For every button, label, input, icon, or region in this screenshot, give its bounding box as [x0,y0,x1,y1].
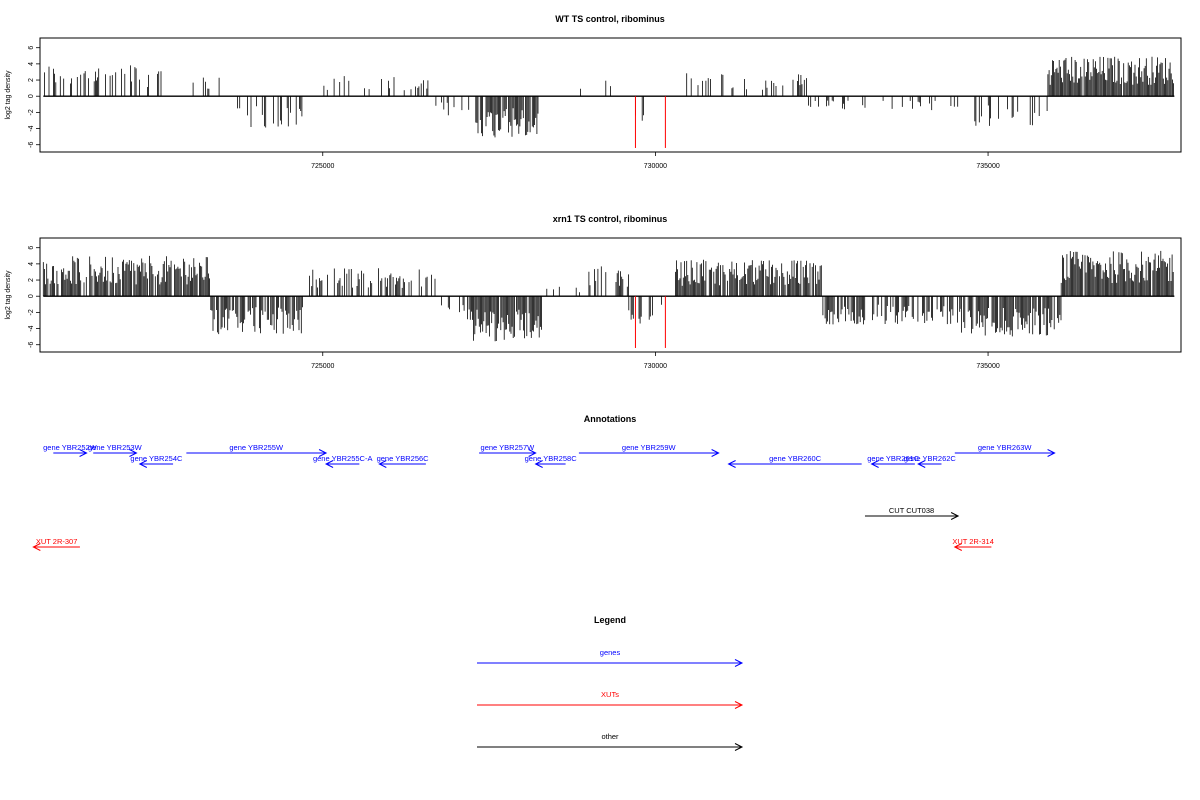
y-tick-label: 4 [28,62,35,66]
annotation-arrow-head [534,460,543,468]
xrn1-y-axis-label: log2 tag density [5,270,12,320]
y-tick-label: -4 [28,125,35,131]
annotation-arrow-head [950,512,960,520]
y-tick-label: 0 [28,294,35,298]
wt-track-frame [39,37,1182,153]
x-tick-label: 730000 [644,363,667,370]
y-tick-label: 6 [28,246,35,250]
xrn1-bars [42,250,1174,342]
annotation-label: gene YBR253W [88,443,143,452]
annotation-label: gene YBR263W [978,443,1033,452]
legend-label: other [601,732,619,741]
annotations-title: Annotations [584,414,637,424]
y-tick-label: -2 [28,309,35,315]
x-tick-label: 725000 [311,163,334,170]
y-tick-label: 0 [28,94,35,98]
legend-item: XUTs [477,690,744,709]
annotation-arrow-head [32,543,41,551]
y-tick-label: -6 [28,342,35,348]
annotation-label: CUT CUT038 [889,506,934,515]
annotation-label: gene YBR259W [622,443,677,452]
annotation-arrow-head [138,460,148,468]
annotation-feature: gene YBR258C [525,454,578,468]
legend-panel: Legend genes XUTs other [477,615,744,751]
annotation-feature: gene YBR253W [88,443,143,457]
annotation-arrow-head [953,543,963,551]
x-tick-label: 735000 [976,163,999,170]
y-tick-label: -6 [28,142,35,148]
annotation-label: gene YBR261C [867,454,920,463]
wt-track-title: WT TS control, ribominus [555,14,665,24]
annotation-feature: gene YBR255W [186,443,328,457]
annotation-label: gene YBR255C-A [313,454,372,463]
wt-y-axis-label: log2 tag density [5,70,12,120]
annotation-feature: gene YBR261C [867,454,920,468]
annotation-arrow-head [711,449,720,457]
annotation-feature: gene YBR260C [727,454,862,468]
annotation-arrow-head [324,460,334,468]
y-tick-label: -2 [28,109,35,115]
y-tick-label: 2 [28,78,35,82]
annotation-arrow-head [1047,449,1056,457]
wt-axes: -6 -4 -2 0 2 4 6 725000 730000 735000 [28,46,1175,170]
annotation-feature: gene YBR262C [904,454,957,468]
annotation-arrow-head [917,460,926,468]
wt-bars [44,56,1174,138]
annotation-label: gene YBR262C [904,454,957,463]
annotation-feature: gene YBR259W [578,443,720,457]
annotation-feature: gene YBR263W [954,443,1056,457]
y-tick-label: 6 [28,46,35,50]
annotation-label: XUT 2R-307 [36,537,78,546]
x-tick-label: 725000 [311,363,334,370]
legend-label: genes [600,648,621,657]
annotation-arrow-head [129,449,138,457]
xrn1-track-panel: xrn1 TS control, ribominus log2 tag dens… [5,214,1182,370]
annotation-feature: CUT CUT038 [864,506,960,520]
annotation-label: gene YBR254C [130,454,183,463]
annotation-feature: gene YBR254C [130,454,183,468]
x-tick-label: 730000 [644,163,667,170]
annotation-arrow-head [870,460,879,468]
xrn1-axes: -6 -4 -2 0 2 4 6 725000 730000 735000 [28,246,1175,370]
annotation-feature: gene YBR252W [43,443,98,457]
annotation-feature: XUT 2R-314 [952,537,994,551]
annotation-feature: gene YBR255C-A [313,454,372,468]
legend-item: genes [477,648,744,667]
annotation-label: XUT 2R-314 [952,537,994,546]
legend-item: other [477,732,744,751]
annotation-label: gene YBR260C [769,454,822,463]
legend-items: genes XUTs other [477,648,744,751]
annotation-feature: XUT 2R-307 [32,537,80,551]
legend-arrow-head [734,701,744,709]
y-tick-label: -4 [28,325,35,331]
xrn1-track-frame [39,237,1182,353]
annotation-feature: gene YBR256C [377,454,430,468]
annotation-arrow-head [727,460,736,468]
annotation-label: gene YBR257W [481,443,536,452]
xrn1-track-title: xrn1 TS control, ribominus [553,214,668,224]
annotation-label: gene YBR255W [229,443,284,452]
annotation-label: gene YBR256C [377,454,430,463]
annotation-arrow-head [318,449,328,457]
wt-track-panel: WT TS control, ribominus log2 tag densit… [5,14,1182,170]
y-tick-label: 4 [28,262,35,266]
legend-title: Legend [594,615,626,625]
annotation-feature: gene YBR257W [479,443,537,457]
x-tick-label: 735000 [976,363,999,370]
annotation-arrow-head [378,460,387,468]
annotation-label: gene YBR252W [43,443,98,452]
legend-arrow-head [734,659,744,667]
annotation-label: gene YBR258C [525,454,578,463]
annotation-arrow-head [79,449,88,457]
legend-label: XUTs [601,690,619,699]
legend-arrow-head [734,743,744,751]
y-tick-label: 2 [28,278,35,282]
annotation-arrow-head [528,449,537,457]
